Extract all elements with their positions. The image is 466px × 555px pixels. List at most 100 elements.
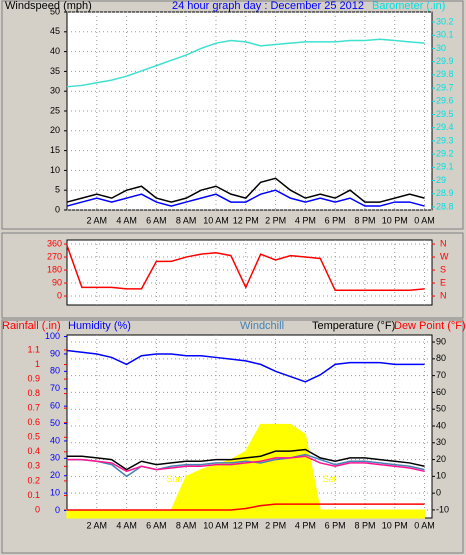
x-tick-label: 10 PM <box>382 215 408 225</box>
y2-tick-label: 50 <box>436 404 446 414</box>
legend-entry: Rainfall (.in) <box>2 320 61 332</box>
annotation: Set <box>322 474 336 484</box>
y-tick-label: 0.4 <box>27 446 40 456</box>
axis-title: Windspeed (mph) <box>5 0 92 12</box>
y3-tick-label: 60 <box>50 401 60 411</box>
x-tick-label: 12 PM <box>233 215 259 225</box>
line <box>67 453 425 478</box>
y2-tick-label: 90 <box>436 336 446 346</box>
y-tick-label: 270 <box>47 251 62 261</box>
x-tick-label: 10 PM <box>382 520 408 530</box>
y-tick-label: 360 <box>47 238 62 248</box>
y2-tick-label: -10 <box>436 504 449 514</box>
x-tick-label: 4 PM <box>295 215 316 225</box>
y3-tick-label: 10 <box>50 487 60 497</box>
legend-entry: Windchill <box>240 320 284 332</box>
y-tick-label: 15 <box>50 145 60 155</box>
y2-tick-label: 29.4 <box>436 122 454 132</box>
line <box>67 503 425 511</box>
line <box>66 38 425 88</box>
y3-tick-label: 20 <box>50 470 60 480</box>
y2-tick-label: 30 <box>436 437 446 447</box>
x-tick-label: 8 AM <box>176 520 197 530</box>
y-tick-label: 45 <box>50 26 60 36</box>
y2-tick-label: 20 <box>436 454 446 464</box>
y-tick-label: 1 <box>35 359 40 369</box>
y-tick-label: 0.3 <box>27 461 40 471</box>
y-tick-label: 0.9 <box>27 373 40 383</box>
y2-tick-label: 29.3 <box>436 135 454 145</box>
y-tick-label: 180 <box>47 264 62 274</box>
y-tick-label: 1.1 <box>27 344 40 354</box>
y-tick-label: 0 <box>35 504 40 514</box>
legend-entry: Humidity (%) <box>68 320 131 332</box>
y2-tick-label: 29.1 <box>436 162 454 172</box>
y2-tick-label: N <box>440 238 447 248</box>
y2-tick-label: S <box>440 264 446 274</box>
y-tick-label: 5 <box>55 185 60 195</box>
x-tick-label: 8 PM <box>354 215 375 225</box>
x-tick-label: 6 PM <box>325 215 346 225</box>
line <box>66 245 425 292</box>
y2-tick-label: 29 <box>436 175 446 185</box>
y3-tick-label: 70 <box>50 383 60 393</box>
y-tick-label: 20 <box>50 125 60 135</box>
y2-tick-label: 28.8 <box>436 201 454 211</box>
y-tick-label: 0.1 <box>27 490 40 500</box>
line <box>66 189 425 207</box>
x-tick-label: 0 AM <box>414 215 435 225</box>
y-tick-label: 40 <box>50 46 60 56</box>
x-tick-label: 0 AM <box>414 520 435 530</box>
y-tick-label: 50 <box>50 6 60 16</box>
x-tick-label: 2 PM <box>265 520 286 530</box>
x-tick-label: 8 PM <box>354 520 375 530</box>
plot-area <box>66 239 433 306</box>
x-tick-label: 10 AM <box>203 215 229 225</box>
y-tick-label: 0.7 <box>27 403 40 413</box>
y3-tick-label: 100 <box>45 331 60 341</box>
x-tick-label: 8 AM <box>176 215 197 225</box>
line <box>66 349 425 383</box>
x-tick-label: 4 PM <box>295 520 316 530</box>
x-tick-label: 6 AM <box>146 520 167 530</box>
y2-tick-label: W <box>440 251 449 261</box>
x-tick-label: 2 AM <box>87 520 108 530</box>
y3-tick-label: 90 <box>50 348 60 358</box>
y2-tick-label: 30.2 <box>436 16 454 26</box>
y3-tick-label: 50 <box>50 418 60 428</box>
y-tick-label: 0.2 <box>27 475 40 485</box>
legend-entry: Barometer (.in) <box>372 0 445 12</box>
line <box>67 455 425 473</box>
y3-tick-label: 0 <box>55 505 60 515</box>
y2-tick-label: 40 <box>436 420 446 430</box>
y-tick-label: 0 <box>57 290 62 300</box>
x-tick-label: 4 AM <box>116 215 137 225</box>
y3-tick-label: 80 <box>50 366 60 376</box>
legend-entry: Temperature (°F) <box>312 320 395 332</box>
y2-tick-label: 29.9 <box>436 56 454 66</box>
y2-tick-label: 30.1 <box>436 30 454 40</box>
x-tick-label: 6 AM <box>146 215 167 225</box>
y2-tick-label: 29.7 <box>436 82 454 92</box>
y2-tick-label: 29.5 <box>436 109 454 119</box>
line <box>66 177 425 203</box>
x-tick-label: 12 PM <box>233 520 259 530</box>
x-tick-label: 10 AM <box>203 520 229 530</box>
y2-tick-label: 80 <box>436 353 446 363</box>
y2-tick-label: N <box>440 290 447 300</box>
y-tick-label: 0.8 <box>27 388 40 398</box>
y2-tick-label: 29.8 <box>436 69 454 79</box>
y-tick-label: 0.5 <box>27 432 40 442</box>
y2-tick-label: 28.9 <box>436 188 454 198</box>
plot-area <box>66 11 433 211</box>
annotation: Sun Rise <box>166 474 203 484</box>
y-tick-label: 25 <box>50 105 60 115</box>
chart-title: 24 hour graph day : December 25 2012 <box>172 0 364 12</box>
y2-tick-label: 29.6 <box>436 96 454 106</box>
y2-tick-label: 70 <box>436 370 446 380</box>
y2-tick-label: 60 <box>436 387 446 397</box>
x-tick-label: 2 AM <box>87 215 108 225</box>
y-tick-label: 10 <box>50 165 60 175</box>
